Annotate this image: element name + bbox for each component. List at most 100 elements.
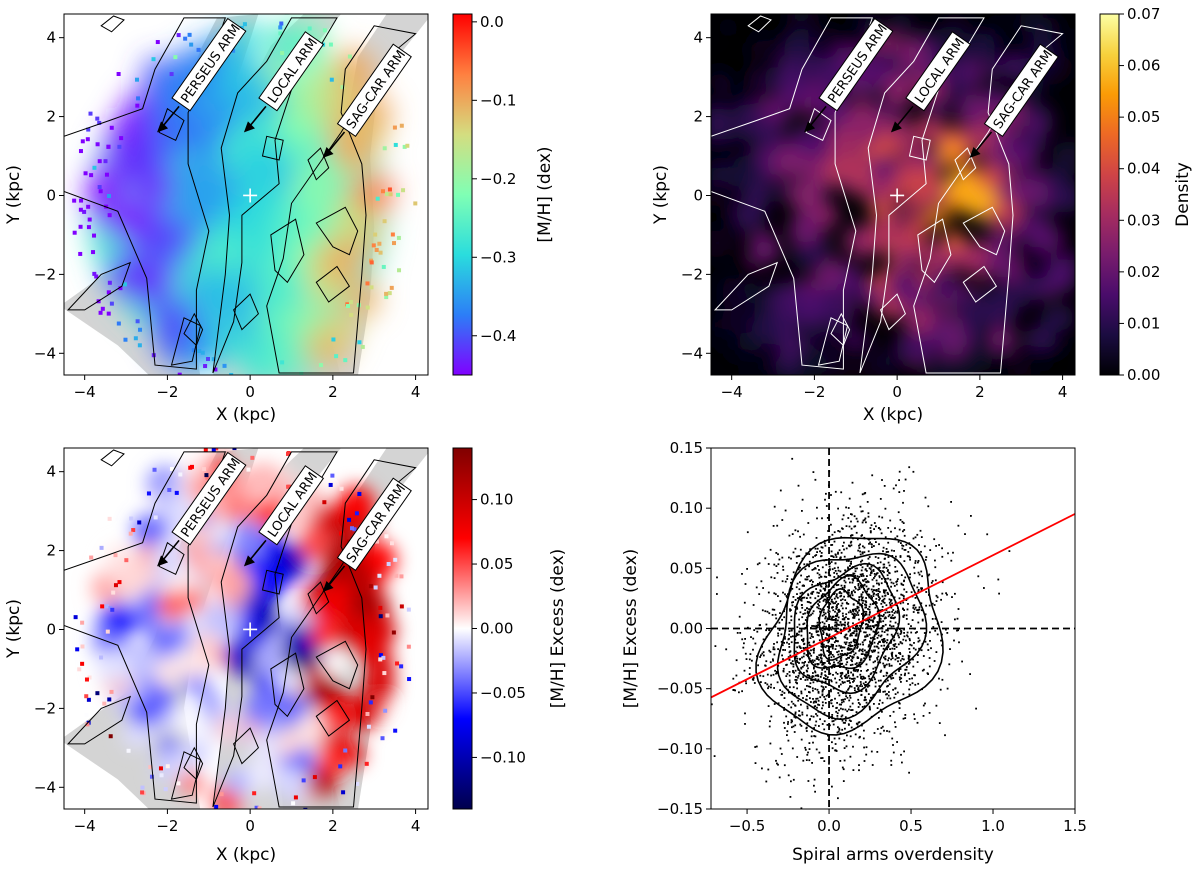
scatter-point bbox=[741, 638, 744, 641]
scatter-point bbox=[831, 533, 834, 536]
scatter-point bbox=[809, 652, 811, 655]
scatter-point bbox=[918, 608, 921, 611]
scatter-point bbox=[867, 587, 870, 590]
scatter-point bbox=[772, 646, 775, 649]
metallicity-pixel bbox=[151, 57, 156, 62]
scatter-point bbox=[887, 569, 889, 571]
scatter-point bbox=[849, 629, 851, 632]
scatter-point bbox=[840, 491, 843, 494]
metallicity-pixel bbox=[109, 301, 114, 306]
metallicity-pixel bbox=[382, 219, 387, 224]
scatter-point bbox=[817, 630, 820, 633]
density-cell bbox=[795, 348, 826, 375]
scatter-point bbox=[860, 690, 863, 692]
scatter-point bbox=[910, 631, 913, 634]
scatter-point bbox=[896, 589, 899, 592]
metallicity-pixel bbox=[405, 143, 410, 148]
scatter-point bbox=[837, 661, 840, 664]
scatter-point bbox=[884, 640, 886, 643]
scatter-point bbox=[838, 624, 840, 626]
scatter-point bbox=[832, 586, 835, 589]
scatter-point bbox=[838, 685, 840, 687]
scatter-point bbox=[902, 658, 905, 661]
scatter-point bbox=[784, 593, 786, 596]
scatter-point bbox=[841, 598, 844, 601]
scatter-point bbox=[882, 690, 885, 693]
scatter-point bbox=[781, 693, 783, 696]
arm-label-box bbox=[258, 465, 325, 546]
scatter-point bbox=[862, 575, 865, 577]
scatter-point bbox=[848, 680, 851, 682]
scatter-point bbox=[873, 703, 875, 705]
scatter-point bbox=[866, 634, 868, 636]
density-cell bbox=[894, 226, 921, 253]
scatter-point bbox=[847, 630, 850, 633]
scatter-point bbox=[895, 581, 898, 583]
scatter-point bbox=[899, 556, 902, 558]
scatter-point bbox=[860, 595, 863, 598]
excess-pixel bbox=[366, 724, 371, 729]
scatter-point bbox=[815, 674, 817, 677]
scatter-point bbox=[816, 506, 818, 509]
scatter-point bbox=[893, 550, 895, 552]
scatter-point bbox=[923, 668, 925, 671]
scatter-point bbox=[913, 608, 916, 611]
scatter-point bbox=[851, 613, 854, 615]
excess-pixel bbox=[399, 604, 404, 609]
excess-pixel bbox=[406, 644, 411, 649]
scatter-point bbox=[826, 606, 829, 608]
scatter-point bbox=[842, 780, 845, 782]
scatter-point bbox=[842, 768, 845, 771]
scatter-point bbox=[725, 648, 728, 651]
scatter-point bbox=[961, 660, 963, 663]
metallicity-pixel bbox=[72, 198, 77, 203]
density-cell bbox=[989, 14, 1015, 40]
scatter-point bbox=[924, 702, 926, 705]
scatter-point bbox=[914, 683, 917, 686]
density-cell bbox=[1052, 182, 1075, 213]
scatter-point bbox=[890, 599, 893, 601]
colorbar-tick-label: 0.00 bbox=[480, 620, 513, 638]
scatter-point bbox=[872, 630, 875, 633]
scatter-point bbox=[816, 621, 819, 624]
density-cell bbox=[713, 328, 739, 354]
density-cell bbox=[1021, 178, 1050, 208]
scatter-point bbox=[873, 732, 876, 734]
scatter-point bbox=[920, 588, 923, 591]
metallicity-pixel bbox=[279, 21, 284, 26]
scatter-point bbox=[851, 663, 854, 666]
scatter-point bbox=[887, 685, 889, 687]
scatter-point bbox=[917, 637, 920, 639]
scatter-point bbox=[857, 721, 860, 724]
scatter-point bbox=[825, 599, 828, 602]
scatter-point bbox=[855, 662, 858, 665]
scatter-point bbox=[844, 569, 847, 572]
scatter-point bbox=[859, 505, 862, 508]
metallicity-pixel bbox=[87, 217, 92, 222]
colorbar-tick-label: −0.10 bbox=[480, 748, 526, 766]
scatter-point bbox=[824, 612, 827, 615]
metallicity-pixel bbox=[189, 393, 193, 397]
scatter-point bbox=[777, 595, 779, 597]
density-cell bbox=[890, 14, 912, 35]
scatter-point bbox=[829, 618, 832, 621]
scatter-point bbox=[794, 711, 797, 714]
scatter-point bbox=[890, 549, 893, 552]
scatter-point bbox=[849, 644, 852, 646]
scatter-point bbox=[917, 621, 920, 624]
scatter-point bbox=[774, 625, 777, 628]
metallicity-cell bbox=[286, 113, 320, 146]
excess-pixel bbox=[87, 675, 92, 680]
scatter-point bbox=[917, 571, 920, 574]
scatter-point bbox=[841, 649, 843, 652]
scatter-point bbox=[912, 537, 915, 540]
scatter-point bbox=[817, 634, 820, 637]
scatter-point bbox=[892, 609, 895, 611]
scatter-point bbox=[774, 613, 777, 616]
density-cell bbox=[732, 155, 758, 181]
scatter-point bbox=[927, 376, 929, 378]
scatter-point bbox=[879, 640, 881, 643]
scatter-point bbox=[837, 640, 839, 643]
scatter-point bbox=[850, 592, 853, 594]
